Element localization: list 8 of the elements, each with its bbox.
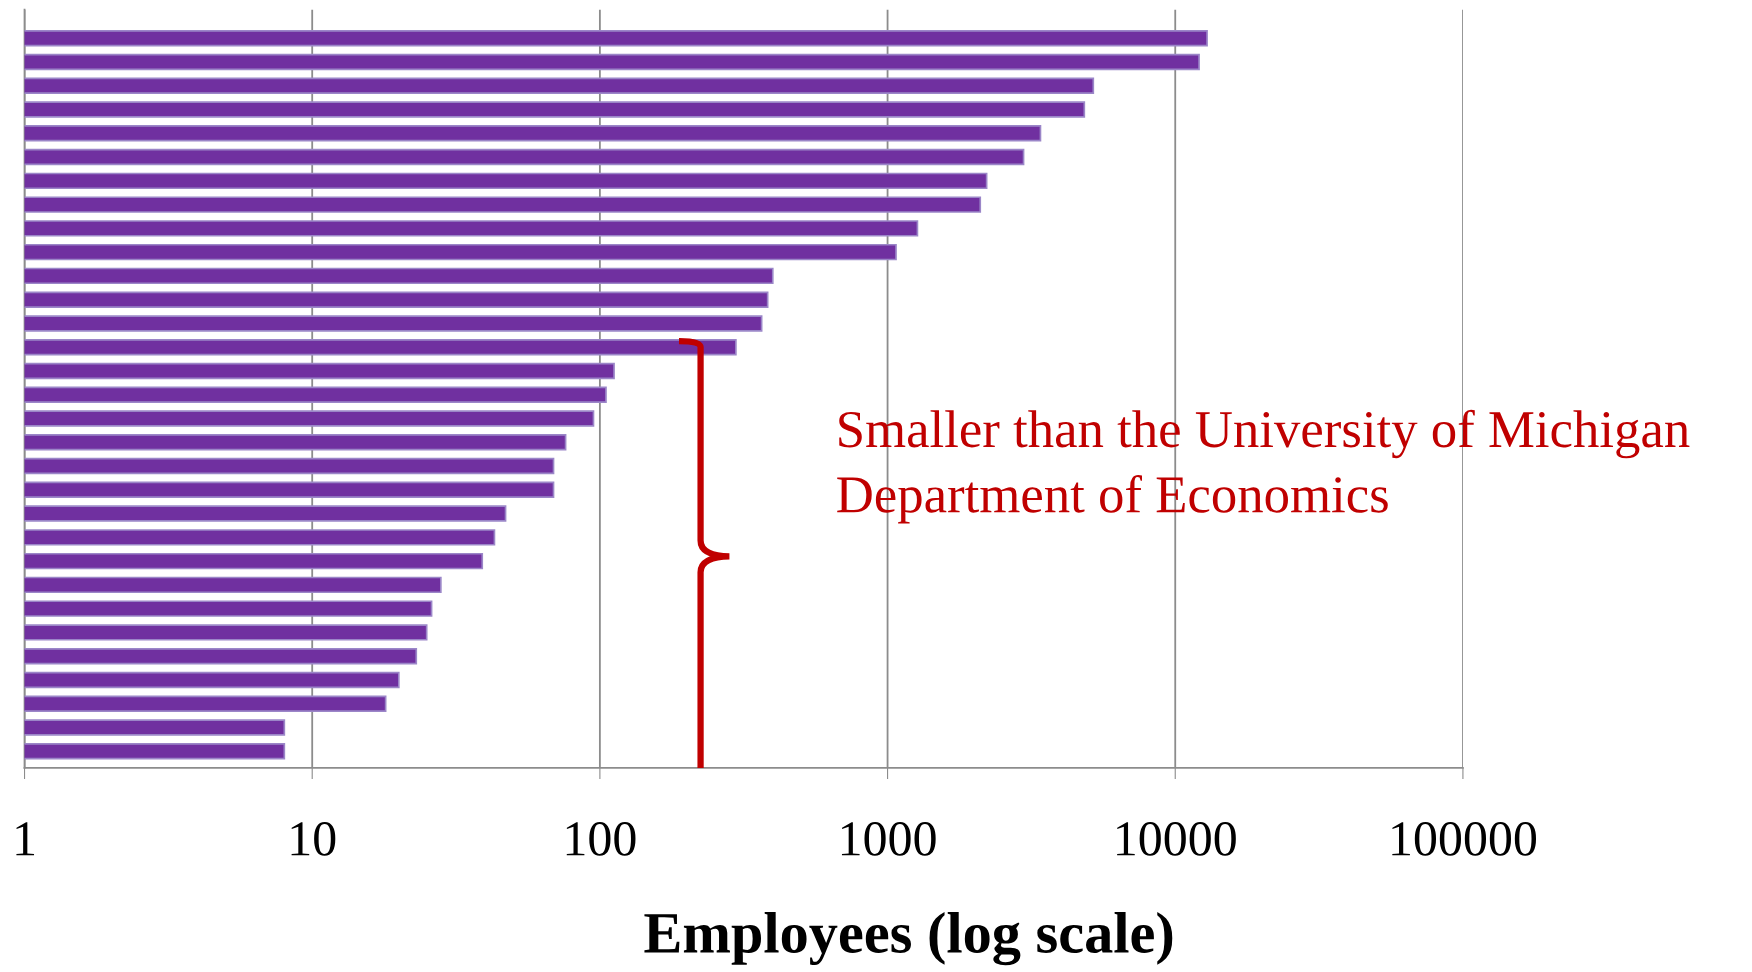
x-tick-label: 100: [566, 822, 636, 856]
x-tick-label: 1000: [841, 822, 936, 856]
x-tick-label: 10000: [1117, 822, 1236, 856]
annotation: Smaller than the University of Michigan Department of Economics: [837, 409, 1690, 524]
x-tick-label: 1: [16, 822, 35, 856]
x-tick-label: 100000: [1392, 822, 1537, 856]
x-tick-label: 10: [291, 822, 336, 856]
x-axis-title: Employees (log scale): [644, 911, 1173, 966]
